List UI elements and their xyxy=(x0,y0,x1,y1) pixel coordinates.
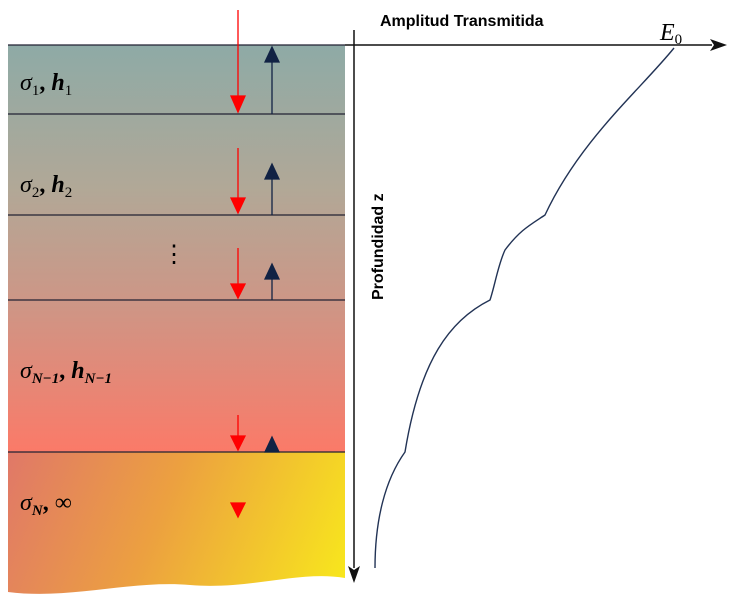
label-part: N xyxy=(31,503,44,519)
label-part: h xyxy=(71,358,84,384)
label-part: , xyxy=(43,490,49,516)
layer-boundaries xyxy=(8,44,345,453)
label-part: , xyxy=(59,358,65,384)
label-part: ∞ xyxy=(55,490,72,516)
label-part: 1 xyxy=(32,83,40,99)
layers xyxy=(8,44,345,594)
label-part: 0 xyxy=(675,32,683,48)
label-part: h xyxy=(51,70,64,96)
label-part: 1 xyxy=(65,83,73,99)
layer-labels: σ1, h1 σ2, h2 ⋮ σN−1, hN−1 σN, ∞ xyxy=(20,70,186,519)
axes: Amplitud Transmitida Profundidad z E0 xyxy=(345,13,727,583)
layer-label: σ1, h1 xyxy=(20,70,72,99)
label-part: , xyxy=(39,172,45,198)
label-part: , xyxy=(39,70,45,96)
y-axis-label: Profundidad z xyxy=(370,193,387,300)
x-axis-label: Amplitud Transmitida xyxy=(380,13,544,30)
label-part: σ xyxy=(20,358,33,384)
label-part: 2 xyxy=(32,185,40,201)
layer-fill xyxy=(8,45,345,452)
x-axis-arrow xyxy=(710,39,727,51)
label-part: σ xyxy=(20,490,33,516)
layer-label: σN, ∞ xyxy=(20,490,72,519)
label-part: 2 xyxy=(65,185,73,201)
ellipsis: ⋮ xyxy=(162,242,186,268)
label-part: N−1 xyxy=(84,371,112,387)
amplitude-curve xyxy=(374,47,675,569)
label-part: N−1 xyxy=(31,371,59,387)
layer-label: σ2, h2 xyxy=(20,172,72,201)
y-axis-arrow xyxy=(348,566,360,583)
arrows xyxy=(229,10,281,519)
label-part: σ xyxy=(20,172,33,198)
label-part: E xyxy=(659,20,675,46)
label-part: h xyxy=(51,172,64,198)
halfspace-fill xyxy=(8,452,345,594)
curve-label: E0 xyxy=(659,20,682,48)
layer-label: σN−1, hN−1 xyxy=(20,358,112,387)
label-part: σ xyxy=(20,70,33,96)
